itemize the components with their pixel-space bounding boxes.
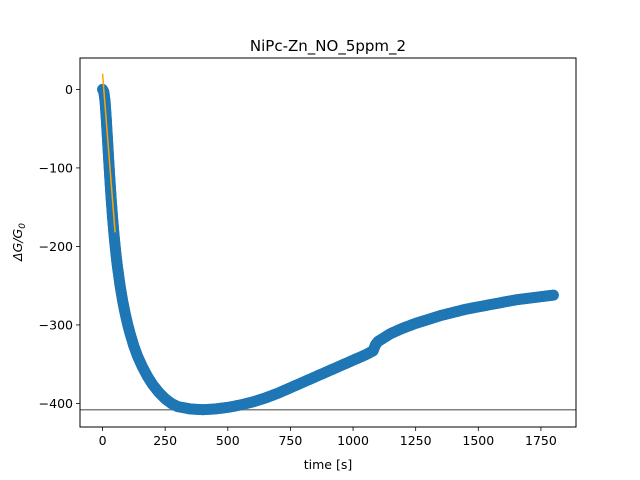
plot-frame <box>79 57 577 428</box>
x-tick-label: 1500 <box>462 433 494 448</box>
y-tick-label: 0 <box>65 82 73 97</box>
fit-line <box>101 73 116 233</box>
x-axis-label: time [s] <box>304 457 352 472</box>
x-tick-label: 0 <box>99 433 107 448</box>
y-axis-label: ΔG/G0 <box>10 223 28 262</box>
x-tick-label: 1000 <box>337 433 369 448</box>
scatter-series <box>97 83 559 416</box>
data-point <box>547 289 559 301</box>
chart-title: NiPc-Zn_NO_5ppm_2 <box>250 37 406 56</box>
y-axis-label-main: ΔG/G <box>10 228 25 261</box>
y-tick-label: −400 <box>39 396 73 411</box>
x-tick-label: 1750 <box>525 433 557 448</box>
x-tick-label: 500 <box>216 433 240 448</box>
y-axis: 0 −100 −200 −300 −400 <box>39 82 80 411</box>
y-tick-label: −200 <box>39 239 73 254</box>
y-axis-label-subscript: 0 <box>18 223 28 229</box>
x-tick-label: 750 <box>278 433 302 448</box>
y-tick-label: −300 <box>39 317 73 332</box>
x-tick-label: 1250 <box>400 433 432 448</box>
plot-area <box>80 73 576 416</box>
x-tick-label: 250 <box>153 433 177 448</box>
y-tick-label: −100 <box>39 160 73 175</box>
x-axis: 0 250 500 750 1000 1250 1500 1750 <box>99 427 557 448</box>
